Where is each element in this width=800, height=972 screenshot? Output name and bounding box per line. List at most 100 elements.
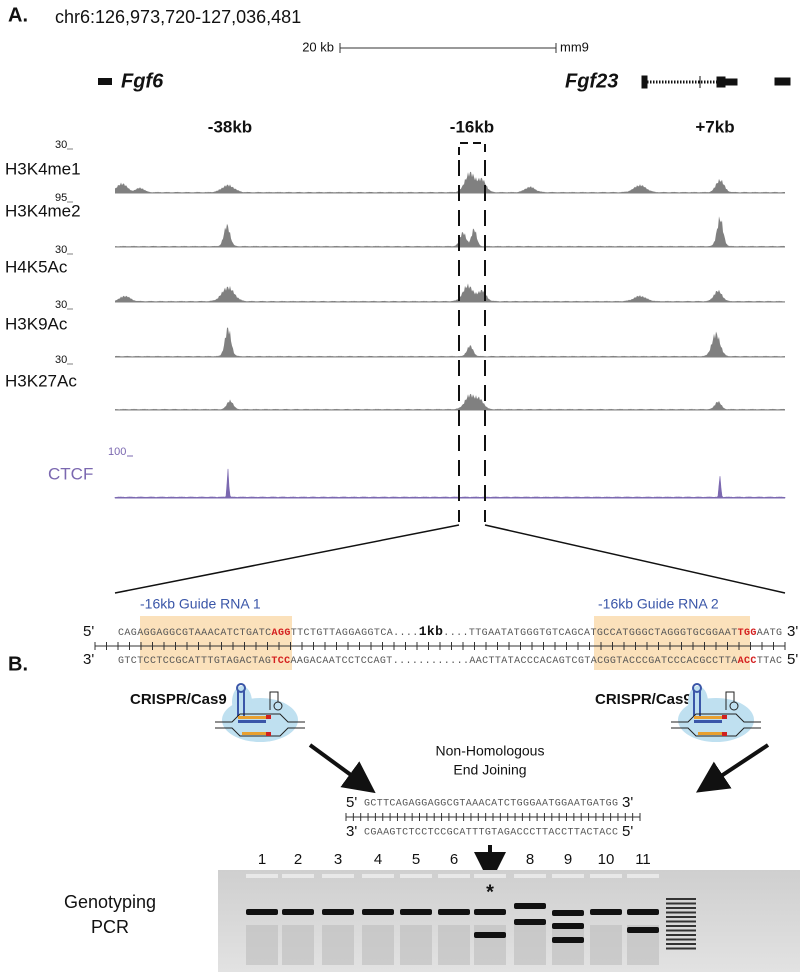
band <box>322 909 354 915</box>
track-label: CTCF <box>48 464 93 483</box>
lane-number: 9 <box>564 851 572 868</box>
region-bracket <box>458 142 486 522</box>
panel-label: A. <box>8 4 28 26</box>
well <box>514 874 546 878</box>
band <box>438 909 470 915</box>
scale-bar <box>339 43 557 53</box>
strand-end: 5' <box>622 823 633 840</box>
strand-end: 3' <box>787 623 798 640</box>
signal <box>115 171 785 193</box>
tracks: 30H3K4me195H3K4me230H4K5Ac30H3K9Ac30H3K2… <box>5 139 786 499</box>
assay-label: Genotyping <box>64 892 156 912</box>
sequence-segment: ....TTGAATATGGGTGTCAGCAT <box>443 628 596 639</box>
strand-end: 5' <box>787 651 798 668</box>
joined-bottom: CGAAGTCTCCTCCGCATTTGTAGACCCTTACCTTACTACC <box>364 828 618 839</box>
sequence-segment: AGG <box>272 628 291 639</box>
guide-label: -16kb Guide RNA 1 <box>140 596 261 612</box>
sequence-segment: 1kb <box>419 624 443 639</box>
lane-number: 6 <box>450 851 458 868</box>
strand-end: 3' <box>622 794 633 811</box>
well <box>322 874 354 878</box>
band <box>474 909 506 915</box>
smear <box>246 925 278 965</box>
well <box>246 874 278 878</box>
lane-number: 5 <box>412 851 420 868</box>
sequence-segment: AAGACAATCCTCCAGT............AACTTATACCCA… <box>290 656 596 667</box>
ladder-band <box>666 947 696 950</box>
signal <box>115 327 785 357</box>
gene-label: Fgf23 <box>565 70 618 92</box>
well <box>400 874 432 878</box>
gel-bands <box>246 874 696 965</box>
sequence-segment: CGGTACCCGATCCCACGCCTTA <box>597 656 737 667</box>
tool-label: CRISPR/Cas9 <box>595 691 692 708</box>
smear <box>438 925 470 965</box>
strand-end: 3' <box>346 823 357 840</box>
gene-fgf23 <box>641 75 791 89</box>
track-scale: 95 <box>55 192 67 204</box>
ladder-band <box>666 898 696 900</box>
lane-number: 4 <box>374 851 382 868</box>
well <box>282 874 314 878</box>
coordinates: chr6:126,973,720-127,036,481 <box>55 7 301 27</box>
ladder-band <box>666 929 696 932</box>
sequence-segment: GGAGGCGTAAACATCTGATC <box>144 628 272 639</box>
well <box>362 874 394 878</box>
band <box>514 919 546 925</box>
track-label: H3K9Ac <box>5 314 68 333</box>
assay-label: PCR <box>91 917 129 937</box>
smear <box>282 925 314 965</box>
band <box>400 909 432 915</box>
band <box>627 927 659 933</box>
lane-number: 11 <box>635 851 651 868</box>
strand-end: 5' <box>83 623 94 640</box>
smear <box>590 925 622 965</box>
band <box>246 909 278 915</box>
track-scale: 30 <box>55 139 67 151</box>
sequence-segment: GTCT <box>118 656 143 667</box>
track-label: H3K4me1 <box>5 159 81 178</box>
sequence-segment: TGG <box>738 628 757 639</box>
joined-top: GCTTCAGAGGAGGCGTAAACATCTGGGAATGGAATGATGG <box>364 799 618 810</box>
strand-end: 5' <box>346 794 357 811</box>
sequence-segment: CAGA <box>118 628 143 639</box>
sequence-segment: TCC <box>271 656 290 667</box>
guide-highlight <box>594 616 750 670</box>
band <box>552 910 584 916</box>
region-label: -16kb <box>450 117 494 136</box>
gene-label: Fgf6 <box>121 70 164 92</box>
ladder-band <box>666 911 696 914</box>
lane-labels: 1 2 3 4 5 6 7 8 9 10 11 <box>258 851 651 868</box>
band <box>362 909 394 915</box>
track-scale: 30 <box>55 244 67 256</box>
top-strand: CAGAGGAGGCGTAAACATCTGATCAGGTTCTGTTAGGAGG… <box>118 624 782 639</box>
track-scale: 30 <box>55 354 67 366</box>
sequence-segment: TTCTGTTAGGAGGTCA.... <box>291 628 419 639</box>
signal <box>115 283 785 302</box>
band <box>474 932 506 938</box>
cas9-icon <box>215 683 305 742</box>
lane-number: 1 <box>258 851 266 868</box>
assembly: mm9 <box>560 39 589 54</box>
well <box>552 874 584 878</box>
smear <box>514 925 546 965</box>
marker: * <box>486 881 494 903</box>
region-label: +7kb <box>695 117 734 136</box>
scale-length: 20 kb <box>302 39 334 54</box>
well <box>590 874 622 878</box>
well <box>627 874 659 878</box>
arrows <box>308 743 770 884</box>
smear <box>362 925 394 965</box>
ladder-band <box>666 907 696 909</box>
bottom-strand: GTCTCCTCCGCATTTGTAGACTAGTCCAAGACAATCCTCC… <box>118 656 782 667</box>
base-pairs <box>345 813 641 821</box>
ladder-band <box>666 943 696 945</box>
band <box>590 909 622 915</box>
sequence-segment: GCCATGGGCTAGGGTGCGGAAT <box>597 628 737 639</box>
lane-number: 8 <box>526 851 534 868</box>
lane-number: 2 <box>294 851 302 868</box>
zoom-lines <box>114 524 786 594</box>
ladder-band <box>666 902 696 905</box>
panel-label: B. <box>8 653 28 675</box>
